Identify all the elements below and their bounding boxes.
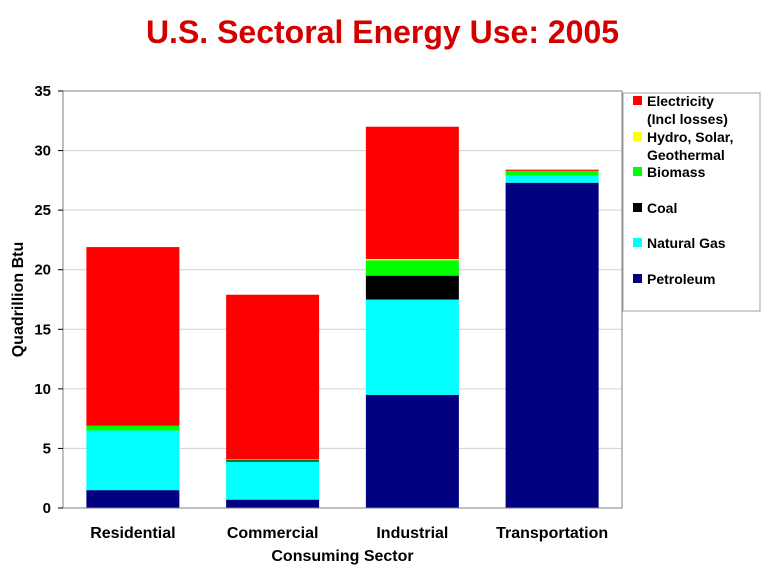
legend-swatch	[633, 238, 642, 247]
bar-segment-commercial-petroleum	[226, 499, 320, 508]
y-axis-ticks: 0 5 10 15 20 25 30 35	[34, 83, 63, 517]
legend-label: Petroleum	[647, 271, 715, 287]
bar-segment-residential-petroleum	[86, 490, 180, 508]
bar-segment-residential-biomass	[86, 425, 180, 431]
y-tick-label: 10	[34, 381, 51, 398]
x-category-label: Industrial	[376, 525, 448, 542]
x-axis-label: Consuming Sector	[271, 548, 413, 565]
legend-swatch	[633, 274, 642, 283]
bar-segment-commercial-natural-gas	[226, 461, 320, 500]
bar-segment-transportation-biomass	[505, 170, 599, 176]
legend-swatch	[633, 96, 642, 105]
x-axis-categories: Residential Commercial Industrial Transport…	[90, 525, 608, 542]
bar-segment-industrial-hydro-solar-geothermal	[365, 258, 459, 261]
legend-label: Hydro, Solar,	[647, 129, 733, 145]
x-category-label: Residential	[90, 525, 175, 542]
legend-box	[622, 92, 761, 312]
y-tick-label: 30	[34, 143, 51, 160]
chart-title: U.S. Sectoral Energy Use: 2005	[145, 14, 620, 50]
bar-segment-industrial-petroleum	[365, 394, 459, 508]
bar-segment-residential-natural-gas	[86, 430, 180, 491]
legend-label: Natural Gas	[647, 235, 726, 251]
bar-segment-industrial-biomass	[365, 260, 459, 276]
y-tick-label: 20	[34, 262, 51, 279]
x-category-label: Transportation	[496, 525, 608, 542]
bar-segment-transportation-petroleum	[505, 182, 599, 509]
y-tick-label: 0	[43, 500, 51, 517]
bar-segment-commercial-coal	[226, 460, 320, 462]
bar-segment-transportation-natural-gas	[505, 175, 599, 183]
legend-swatch	[633, 167, 642, 176]
legend: Electricity (Incl losses) Hydro, Solar, Geo…	[622, 92, 761, 312]
y-tick-label: 35	[34, 83, 51, 100]
plot-area	[62, 90, 623, 509]
bar-segment-transportation-electricity-incl-losses-	[505, 169, 599, 171]
legend-label: Geothermal	[647, 147, 725, 163]
bar-segment-commercial-biomass	[226, 459, 320, 461]
y-tick-label: 5	[43, 440, 51, 457]
x-category-label: Commercial	[227, 525, 319, 542]
y-axis-label: Quadrillion Btu	[10, 242, 27, 358]
bar-segment-industrial-natural-gas	[365, 299, 459, 395]
bar-segment-industrial-electricity-incl-losses-	[365, 126, 459, 259]
bars	[86, 126, 599, 509]
bar-segment-commercial-electricity-incl-losses-	[226, 294, 320, 460]
legend-label: Coal	[647, 200, 677, 216]
bar-segment-residential-electricity-incl-losses-	[86, 247, 180, 426]
bar-segment-industrial-coal	[365, 275, 459, 300]
legend-label: (Incl losses)	[647, 111, 728, 127]
legend-swatch	[633, 203, 642, 212]
legend-label: Electricity	[647, 93, 714, 109]
y-tick-label: 15	[34, 321, 51, 338]
legend-label: Biomass	[647, 164, 706, 180]
y-tick-label: 25	[34, 202, 51, 219]
legend-swatch	[633, 132, 642, 141]
